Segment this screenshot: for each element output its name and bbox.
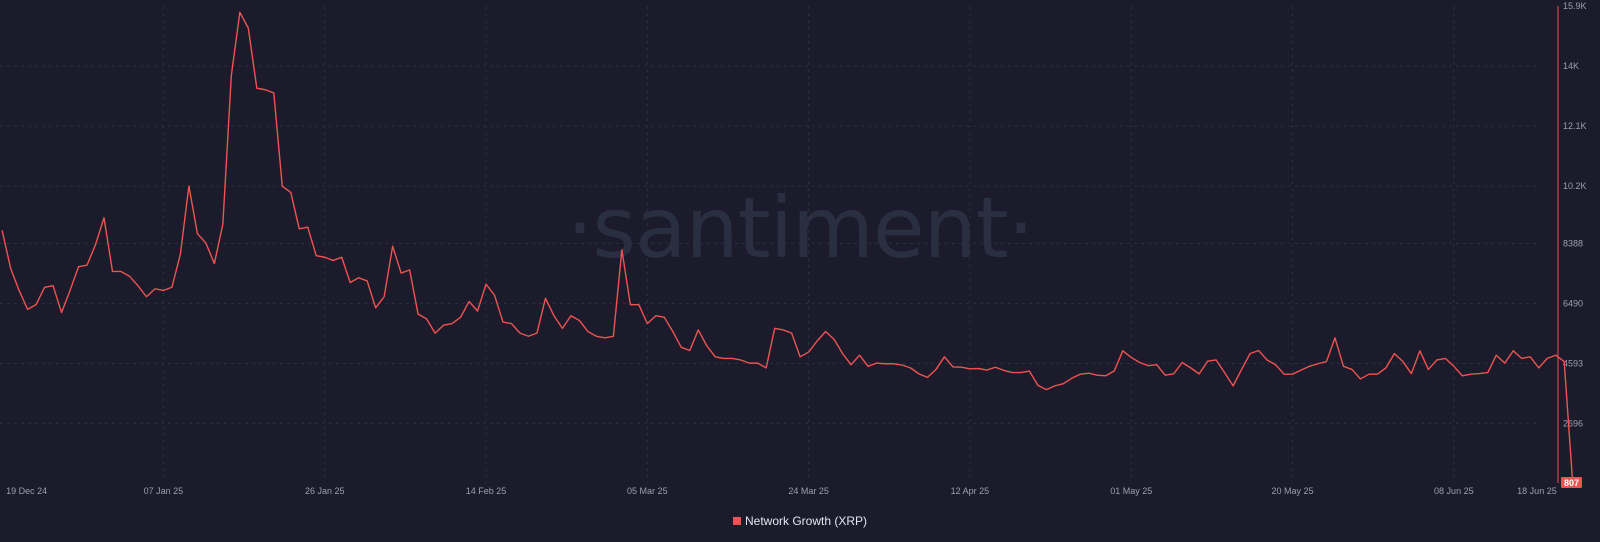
- x-tick-label: 01 May 25: [1110, 486, 1152, 496]
- y-tick-label: 8388: [1563, 238, 1583, 248]
- y-tick-label: 12.1K: [1563, 121, 1587, 131]
- y-tick-label: 15.9K: [1563, 1, 1587, 11]
- y-tick-label: 6490: [1563, 298, 1583, 308]
- x-tick-label: 08 Jun 25: [1434, 486, 1474, 496]
- y-axis: 15.9K 14K 12.1K 10.2K 8388 6490 4593 2696: [1563, 1, 1587, 428]
- y-tick-label: 4593: [1563, 358, 1583, 368]
- legend-color-swatch: [733, 517, 741, 525]
- watermark-text: ·santiment·: [567, 179, 1034, 277]
- series-line-network-growth[interactable]: [1, 11, 1574, 484]
- x-tick-label: 18 Jun 25: [1517, 486, 1557, 496]
- y-tick-label: 2696: [1563, 418, 1583, 428]
- x-tick-label: 12 Apr 25: [951, 486, 990, 496]
- y-tick-label: 10.2K: [1563, 181, 1587, 191]
- x-tick-label: 07 Jan 25: [144, 486, 184, 496]
- last-value-badge: 807: [1561, 477, 1582, 488]
- x-tick-label: 26 Jan 25: [305, 486, 345, 496]
- grid: [0, 6, 1540, 483]
- legend[interactable]: Network Growth (XRP): [733, 514, 867, 528]
- x-tick-label: 14 Feb 25: [466, 486, 507, 496]
- x-tick-label: 20 May 25: [1272, 486, 1314, 496]
- x-tick-label: 24 Mar 25: [788, 486, 829, 496]
- last-value-badge-box: [1561, 477, 1582, 488]
- x-tick-label: 19 Dec 24: [6, 486, 47, 496]
- x-tick-label: 05 Mar 25: [627, 486, 668, 496]
- x-axis: 19 Dec 24 07 Jan 25 26 Jan 25 14 Feb 25 05 M…: [6, 486, 1557, 496]
- last-value-label: 807: [1564, 478, 1579, 488]
- legend-label: Network Growth (XRP): [745, 514, 867, 528]
- y-tick-label: 14K: [1563, 61, 1579, 71]
